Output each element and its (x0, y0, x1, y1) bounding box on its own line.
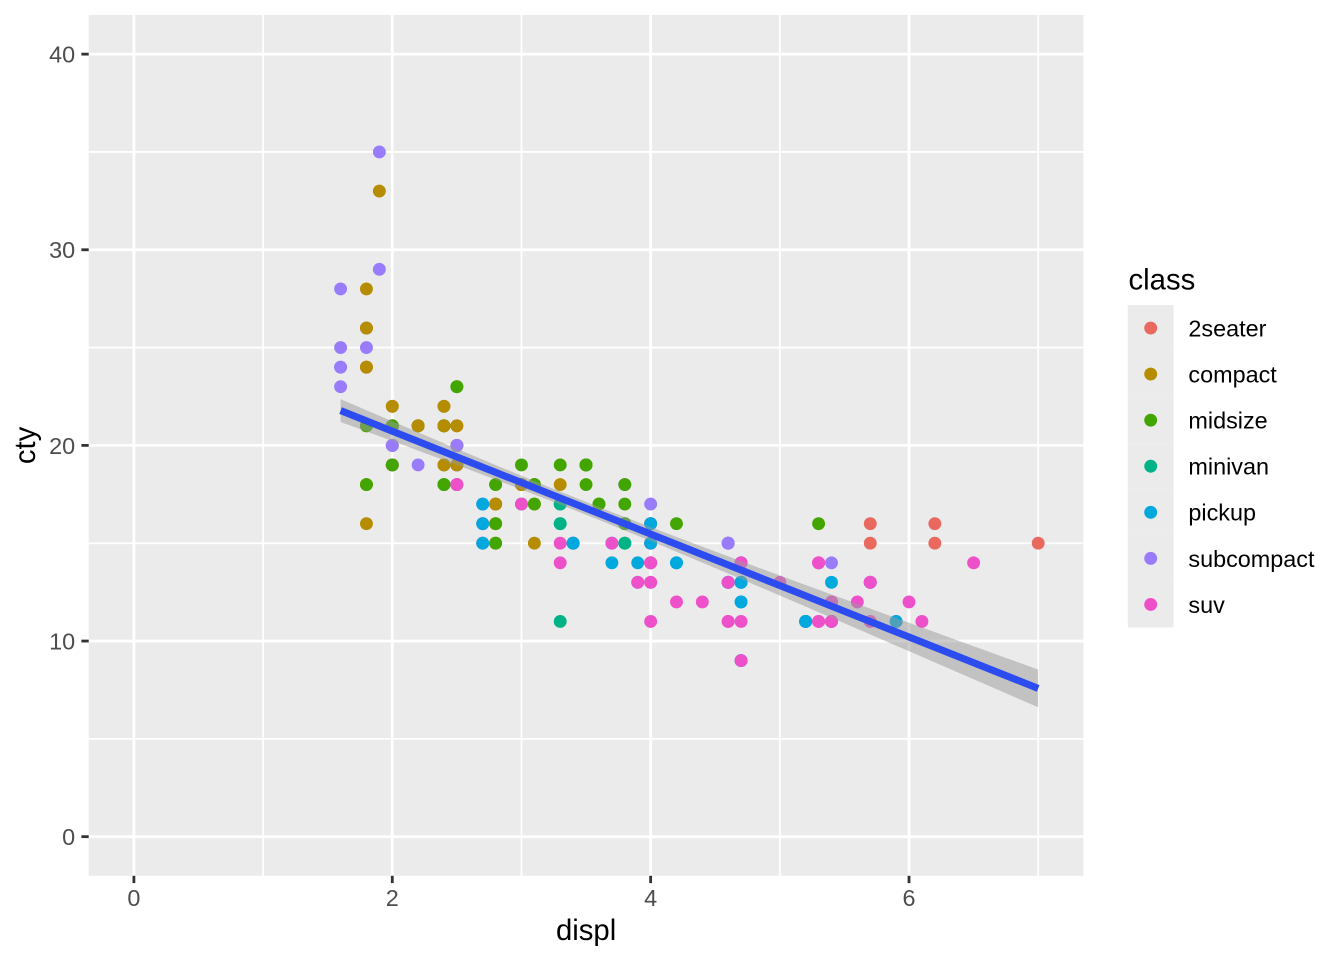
svg-text:0: 0 (127, 885, 140, 911)
svg-text:10: 10 (49, 628, 75, 654)
svg-text:pickup: pickup (1188, 500, 1256, 526)
svg-text:2: 2 (386, 885, 399, 911)
svg-text:40: 40 (49, 42, 75, 68)
svg-text:2seater: 2seater (1188, 315, 1266, 341)
svg-text:minivan: minivan (1188, 454, 1269, 480)
svg-text:20: 20 (49, 433, 75, 459)
svg-text:midsize: midsize (1188, 408, 1267, 434)
svg-text:compact: compact (1188, 362, 1277, 388)
svg-text:cty: cty (9, 426, 42, 464)
svg-text:subcompact: subcompact (1188, 546, 1315, 572)
svg-text:displ: displ (556, 914, 616, 947)
svg-text:0: 0 (62, 824, 75, 850)
svg-text:4: 4 (644, 885, 657, 911)
svg-text:suv: suv (1188, 592, 1225, 618)
svg-text:30: 30 (49, 237, 75, 263)
svg-text:6: 6 (902, 885, 915, 911)
svg-text:class: class (1129, 264, 1196, 297)
